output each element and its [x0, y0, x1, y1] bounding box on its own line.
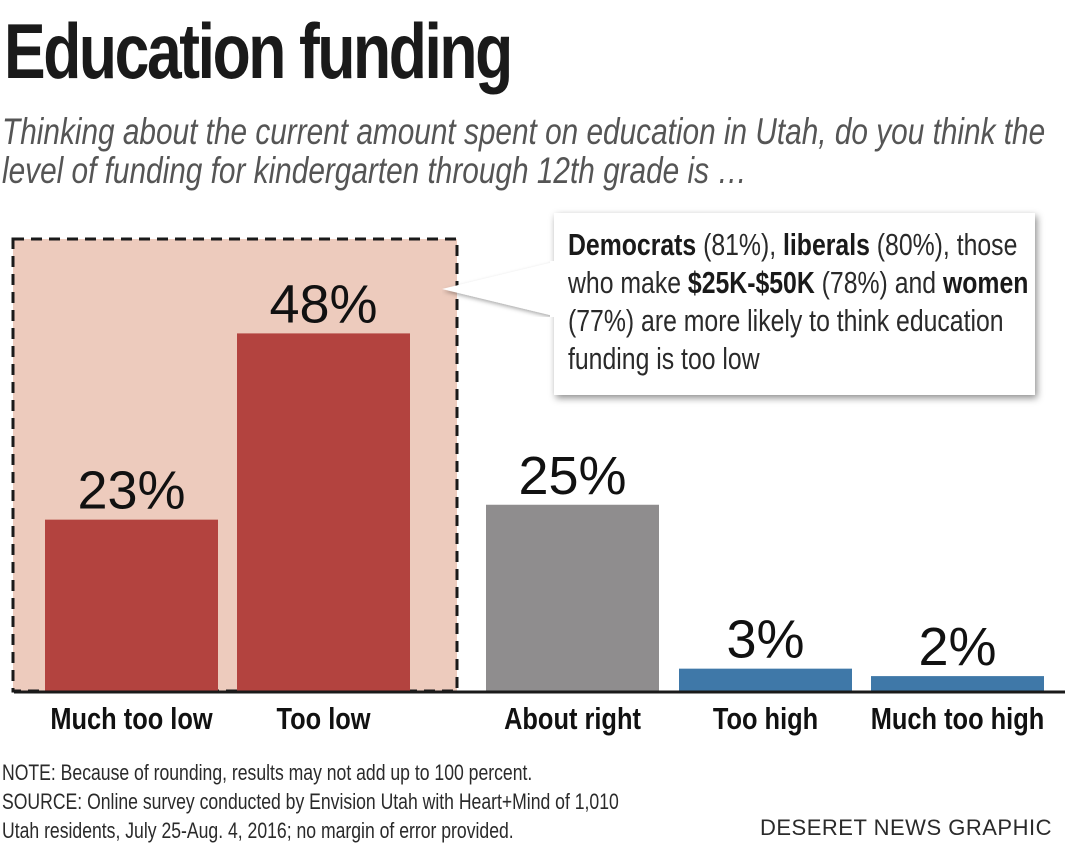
category-label-much-too-low: Much too low — [50, 702, 213, 737]
category-label-much-too-high: Much too high — [871, 702, 1045, 737]
note-text: NOTE: Because of rounding, results may n… — [2, 760, 533, 785]
category-label-too-low: Too low — [276, 702, 371, 737]
category-label-about-right: About right — [504, 702, 641, 737]
bar-much-too-high — [871, 676, 1044, 691]
bar-too-low — [237, 333, 410, 691]
value-label-too-high: 3% — [726, 610, 804, 670]
callout-highlight: Democrats — [568, 227, 697, 262]
bar-too-high — [679, 668, 852, 691]
source-text: SOURCE: Online survey conducted by Envis… — [2, 789, 619, 843]
bar-much-too-low — [45, 519, 218, 691]
graphic-credit: DESERET NEWS GRAPHIC — [760, 815, 1052, 840]
chart-subtitle: Thinking about the current amount spent … — [2, 111, 1046, 191]
value-label-about-right: 25% — [518, 446, 626, 506]
callout-span: (80%), those who make — [568, 227, 1018, 300]
callout-span: (81%), — [696, 227, 784, 262]
bar-about-right — [486, 504, 659, 691]
callout-span: (78%) and — [814, 265, 943, 300]
callout-span: (77%) are more likely to think education… — [568, 303, 1004, 376]
value-label-much-too-low: 23% — [77, 461, 185, 521]
page-title: Education funding — [4, 7, 513, 95]
footnote: NOTE: Because of rounding, results may n… — [2, 758, 626, 845]
callout-highlight: $25K-$50K — [687, 265, 815, 300]
category-labels-group: Much too low Too low About right Too high Mu… — [50, 702, 1044, 737]
value-label-too-low: 48% — [269, 274, 377, 334]
callout-pointer — [442, 261, 558, 317]
category-label-too-high: Too high — [713, 702, 818, 737]
callout-highlight: women — [942, 265, 1029, 300]
bars-group — [45, 333, 1044, 691]
callout-highlight: liberals — [783, 227, 870, 262]
value-labels-group: 23% 48% 25% 3% 2% — [77, 274, 996, 677]
value-label-much-too-high: 2% — [918, 617, 996, 677]
callout-box — [554, 213, 1035, 395]
bar-chart: 23% 48% 25% 3% 2% Much too low Too low About r… — [11, 237, 1065, 737]
callout-text: Democrats (81%), liberals (80%), those w… — [568, 226, 1032, 378]
